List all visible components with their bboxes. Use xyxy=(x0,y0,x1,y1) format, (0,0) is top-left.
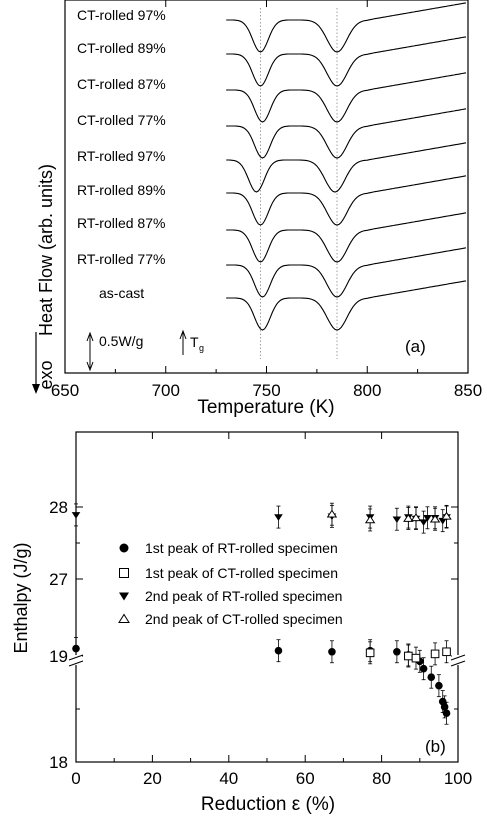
panel-b-y-tick-label: 27 xyxy=(49,570,68,589)
dsc-curve xyxy=(226,142,467,193)
dsc-curve xyxy=(226,72,467,123)
dsc-curve xyxy=(226,247,467,298)
marker-ct-2nd-peak xyxy=(326,509,338,518)
panel-b-y-tick-label: 19 xyxy=(49,647,68,666)
dsc-curve xyxy=(226,175,467,226)
panel-b-ticks: 0 20 40 60 80 100 18 19 27 28 xyxy=(49,432,472,788)
dsc-curve xyxy=(226,212,467,263)
marker-ct-2nd-peak xyxy=(441,511,452,520)
marker-rt-1st-peak xyxy=(393,647,401,656)
panel-b-y-tick-label: 18 xyxy=(49,753,68,772)
marker-ct-2nd-peak xyxy=(410,513,422,522)
tg-arrow xyxy=(179,329,187,355)
panel-a-exo-label: exo xyxy=(36,360,56,389)
marker-ct-1st-peak xyxy=(430,649,440,659)
marker-ct-1st-peak xyxy=(404,651,413,661)
marker-rt-1st-peak xyxy=(119,543,129,553)
marker-ct-2nd-peak xyxy=(429,514,441,523)
panel-a-x-axis-title: Temperature (K) xyxy=(197,397,334,418)
panel-b-x-axis-title: Reduction ε (%) xyxy=(201,794,335,815)
marker-rt-1st-peak xyxy=(72,644,80,653)
series-label: RT-rolled 89% xyxy=(77,182,165,198)
panel-a-label: (a) xyxy=(405,337,426,356)
panel-a-x-tick-label: 800 xyxy=(353,381,381,400)
marker-ct-2nd-peak xyxy=(403,513,414,522)
panel-a-series-labels: CT-rolled 97% CT-rolled 89% CT-rolled 87% C… xyxy=(77,7,166,301)
panel-b-x-tick-label: 80 xyxy=(372,769,391,788)
panel-a-curves xyxy=(226,2,467,359)
series-label: RT-rolled 97% xyxy=(77,148,165,164)
panel-a: 650 700 750 800 850 CT-rolled 97% CT-rolled 8… xyxy=(32,0,482,418)
marker-ct-1st-peak xyxy=(411,653,421,663)
panel-a-x-tick-label: 700 xyxy=(152,381,180,400)
legend-entry-label: 1st peak of RT-rolled specimen xyxy=(145,540,338,556)
scale-bar xyxy=(86,331,94,372)
marker-rt-1st-peak xyxy=(427,673,436,681)
marker-ct-1st-peak xyxy=(442,647,451,657)
series-label: CT-rolled 89% xyxy=(77,40,166,56)
panel-b-x-tick-label: 0 xyxy=(71,769,80,788)
marker-rt-1st-peak xyxy=(442,709,451,718)
panel-b-legend: 1st peak of RT-rolled specimen 1st peak o… xyxy=(118,540,343,627)
marker-rt-2nd-peak xyxy=(392,516,402,524)
marker-ct-1st-peak xyxy=(119,568,129,578)
panel-b-y-axis-title: Enthalpy (J/g) xyxy=(11,542,31,653)
series-label: as-cast xyxy=(99,285,144,301)
marker-rt-2nd-peak xyxy=(119,592,129,601)
marker-rt-1st-peak xyxy=(419,664,428,673)
panel-b-x-tick-label: 20 xyxy=(143,769,162,788)
tg-label-sub: g xyxy=(199,343,204,353)
tg-label: T xyxy=(190,334,199,350)
dsc-curve xyxy=(226,2,467,53)
panel-a-y-axis-title: Heat Flow (arb. units) xyxy=(36,164,56,336)
series-label: CT-rolled 77% xyxy=(77,112,166,128)
panel-b-y-tick-label: 28 xyxy=(49,498,68,517)
marker-rt-2nd-peak xyxy=(71,512,81,519)
dsc-curve xyxy=(226,108,467,159)
series-label: RT-rolled 87% xyxy=(77,215,165,231)
panel-a-x-tick-label: 850 xyxy=(454,381,482,400)
dsc-curve xyxy=(226,36,467,87)
marker-rt-1st-peak xyxy=(435,681,443,690)
panel-a-x-tick-label: 650 xyxy=(51,381,79,400)
marker-ct-2nd-peak xyxy=(118,613,130,623)
marker-rt-2nd-peak xyxy=(423,515,432,522)
exo-arrow-head xyxy=(32,384,40,394)
marker-rt-1st-peak xyxy=(328,647,336,656)
marker-ct-1st-peak xyxy=(365,648,375,658)
panel-b-label: (b) xyxy=(425,737,446,756)
marker-rt-2nd-peak xyxy=(419,519,428,526)
marker-ct-2nd-peak xyxy=(364,515,376,524)
panel-b-x-tick-label: 60 xyxy=(296,769,315,788)
panel-b: 0 20 40 60 80 100 18 19 27 28 1st peak of RT-roll… xyxy=(11,431,472,815)
axis-break-left xyxy=(68,654,84,667)
series-label: CT-rolled 87% xyxy=(77,76,166,92)
dsc-curve xyxy=(226,280,467,331)
legend-entry-label: 2nd peak of RT-rolled specimen xyxy=(145,588,342,604)
panel-a-x-tick-label: 750 xyxy=(252,381,280,400)
axis-break-right xyxy=(450,654,466,667)
panel-b-x-tick-label: 40 xyxy=(219,769,238,788)
legend-entry-label: 2nd peak of CT-rolled specimen xyxy=(145,611,343,627)
series-label: CT-rolled 97% xyxy=(77,7,166,23)
series-label: RT-rolled 77% xyxy=(77,251,165,267)
legend-entry-label: 1st peak of CT-rolled specimen xyxy=(145,565,338,581)
marker-rt-1st-peak xyxy=(274,646,283,655)
panel-a-x-ticks: 650 700 750 800 850 xyxy=(51,0,482,400)
scale-bar-label: 0.5W/g xyxy=(99,333,143,349)
panel-b-points xyxy=(71,502,452,725)
panel-b-x-tick-label: 100 xyxy=(444,769,472,788)
marker-rt-2nd-peak xyxy=(274,514,283,521)
